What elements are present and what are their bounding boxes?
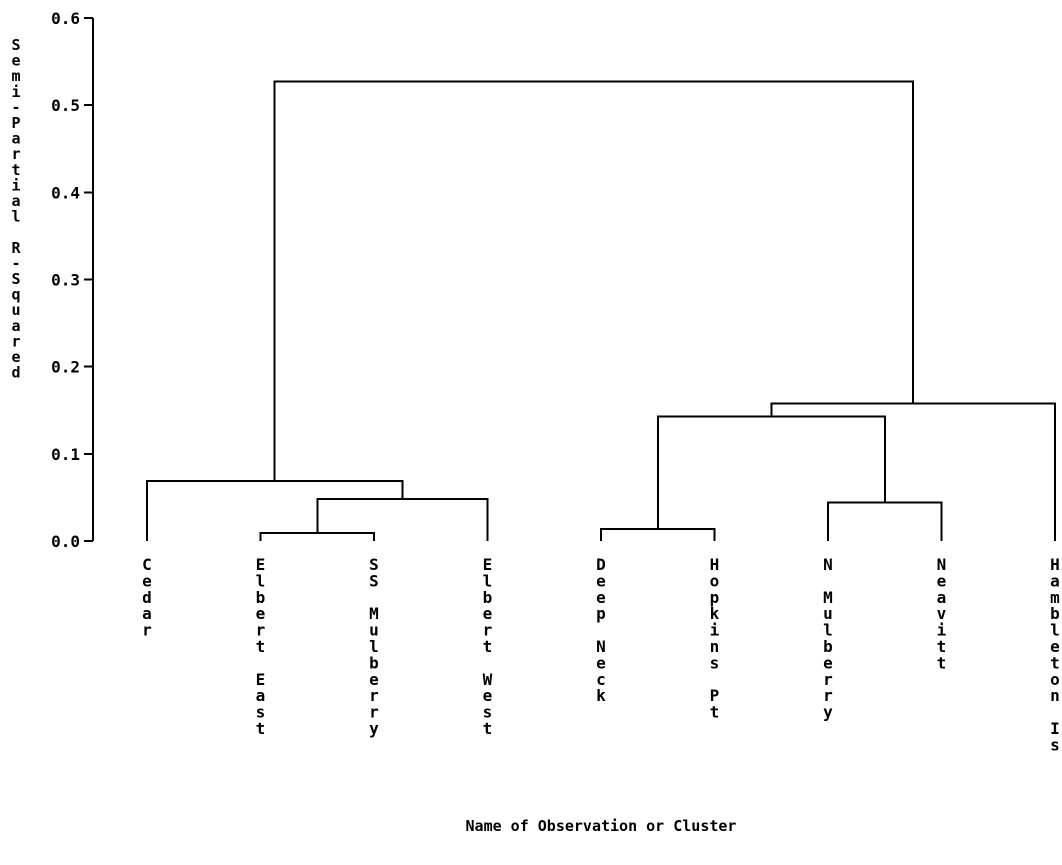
y-tick-label: 0.0 [51,532,80,551]
x-axis-label: Name of Observation or Cluster [466,817,737,835]
merge-link-1 [259,532,375,541]
y-tick-label: 0.5 [51,96,80,115]
merge-link-2 [600,527,716,541]
dendrogram-links [146,80,1056,541]
y-tick-label: 0.2 [51,358,80,377]
merge-link-6 [656,415,886,529]
merge-link-8 [273,80,915,481]
y-tick-label: 0.4 [51,183,80,202]
merge-link-7 [770,402,1056,541]
y-tick-label: 0.3 [51,271,80,290]
y-tick-label: 0.6 [51,9,80,28]
y-tick-label: 0.1 [51,445,80,464]
merge-link-3 [827,501,943,541]
y-axis: 0.0 0.1 0.2 0.3 0.4 0.5 0.6 [51,9,94,551]
merge-link-5 [146,479,404,541]
merge-link-4 [316,498,489,541]
